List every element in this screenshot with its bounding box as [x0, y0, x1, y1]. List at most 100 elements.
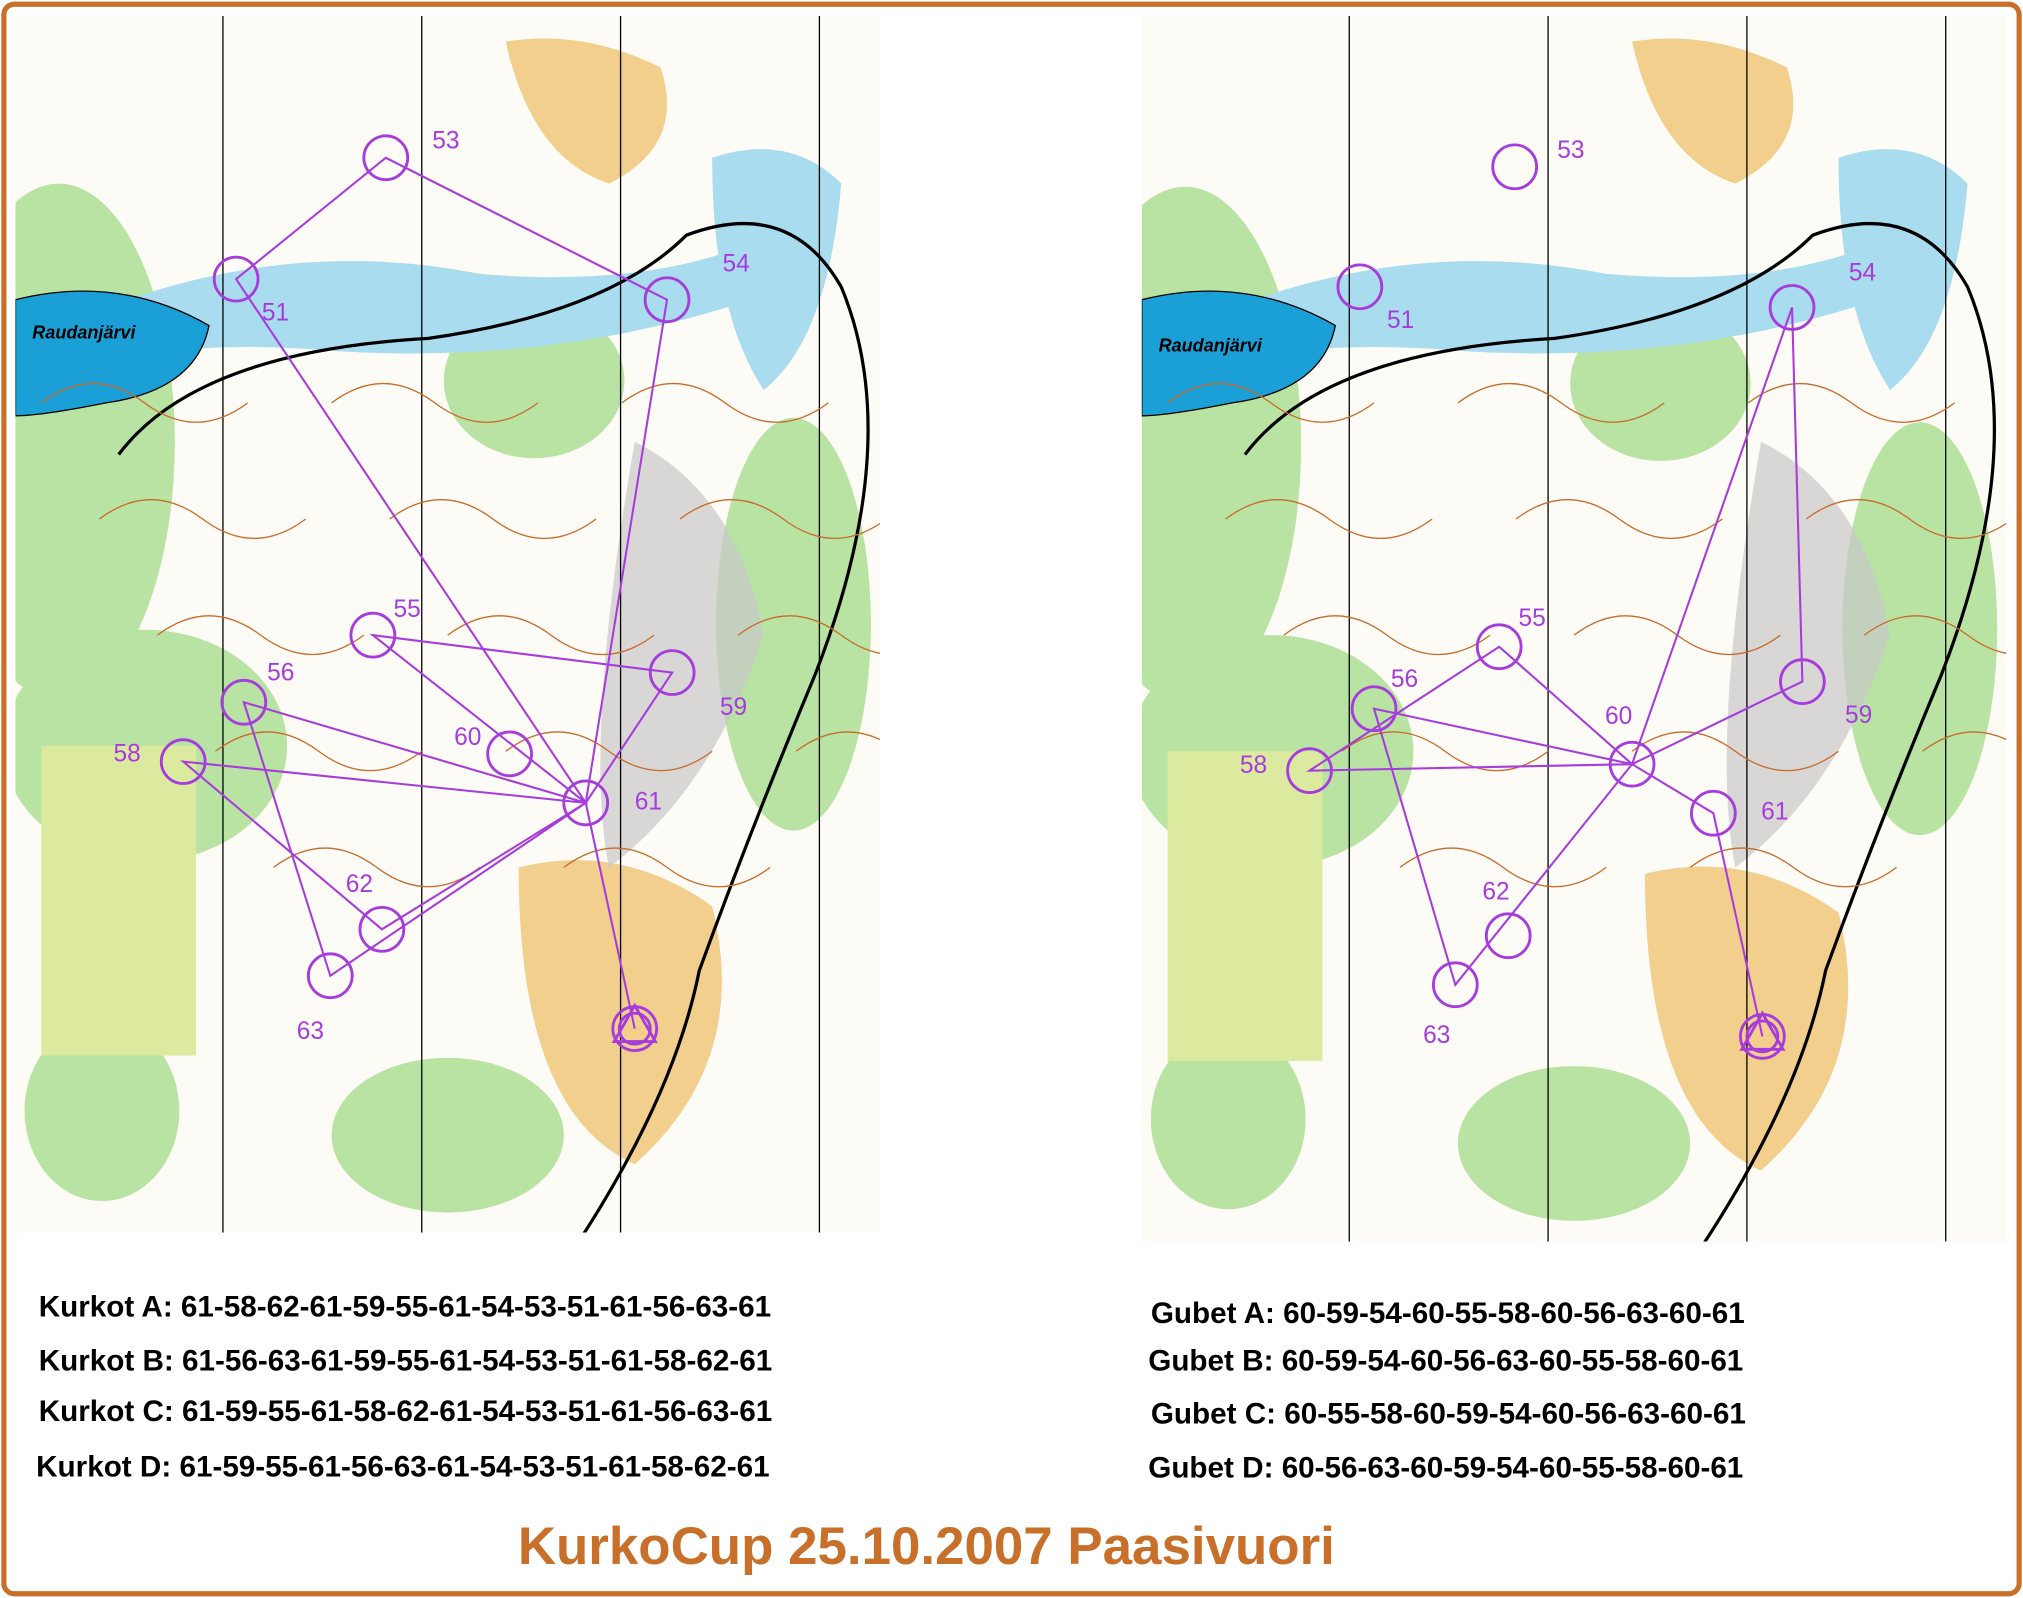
course-line: Gubet C: 60-55-58-60-59-54-60-56-63-60-6… [1151, 1397, 1746, 1430]
contour [679, 499, 880, 539]
hatched-forest [1167, 751, 1323, 1061]
contour [1631, 731, 1839, 772]
course-line: Gubet A: 60-59-54-60-55-58-60-56-63-60-6… [1151, 1297, 1745, 1330]
orienteering-map: Raudanjärvi 53 54 51 55 56 58 60 59 61 62 63 [15, 15, 880, 1233]
control-circle [1431, 961, 1479, 1009]
contour [331, 383, 539, 423]
marsh [712, 149, 842, 391]
start-triangle [611, 1002, 658, 1043]
control-code: 56 [267, 659, 294, 686]
contour [1167, 383, 1375, 423]
control-circle [562, 779, 610, 827]
course-line: Kurkot D: 61-59-55-61-56-63-61-54-53-51-… [36, 1450, 770, 1483]
course-leg [179, 156, 674, 1029]
contour [1399, 847, 1607, 888]
contour [1805, 499, 2007, 539]
terrain [1141, 15, 2007, 1242]
contour [447, 615, 655, 655]
control-code: 62 [1482, 879, 1509, 906]
course-line: Gubet D: 60-56-63-60-59-54-60-55-58-60-6… [1148, 1452, 1743, 1485]
title: KurkoCup 25.10.2007 Paasivuori [518, 1517, 1335, 1576]
control-code: 51 [1387, 307, 1414, 334]
terrain [15, 15, 880, 1233]
control-circle [159, 738, 207, 785]
forest [1150, 1028, 1306, 1210]
control-code: 61 [635, 788, 662, 815]
control-code: 53 [1557, 137, 1584, 164]
control-circle [1350, 685, 1398, 733]
contour [563, 847, 771, 888]
contour [215, 731, 423, 772]
finish [1745, 1019, 1780, 1054]
control-code: 61 [1761, 799, 1788, 826]
contour [1457, 383, 1665, 423]
course-line: Kurkot C: 61-59-55-61-58-62-61-54-53-51-… [39, 1395, 773, 1428]
control-code: 55 [394, 596, 421, 623]
control-circle [1336, 263, 1384, 311]
contour [795, 731, 880, 752]
contour [1921, 731, 2007, 752]
control-circle [349, 611, 397, 659]
contour [1515, 499, 1723, 539]
contour [273, 847, 481, 888]
marsh [1838, 149, 1968, 391]
contour [1225, 499, 1433, 539]
control-code: 58 [1240, 752, 1267, 779]
control-code: 54 [723, 250, 750, 277]
lake-water [15, 290, 210, 417]
control-code: 63 [1423, 1022, 1450, 1049]
course-line: Kurkot A: 61-58-62-61-59-55-61-54-53-51-… [39, 1290, 771, 1323]
rock [1726, 441, 1891, 868]
open-land [1632, 38, 1794, 184]
control-code: 60 [1605, 703, 1632, 730]
forest [1457, 1066, 1691, 1221]
contour [157, 615, 365, 655]
control-circle [1484, 912, 1532, 960]
open-land [505, 38, 668, 184]
control-circle [1608, 740, 1656, 788]
control-code: 53 [432, 128, 459, 155]
control-circle [362, 134, 410, 182]
control-circle [648, 649, 696, 696]
control-code: 59 [720, 694, 747, 721]
control-circle [220, 678, 268, 726]
forest [1842, 422, 1998, 836]
control-code: 59 [1845, 702, 1872, 729]
contour [1863, 615, 2007, 654]
contour [505, 731, 713, 772]
forest [331, 1057, 564, 1213]
control-code: 56 [1391, 666, 1418, 693]
hatched-forest [41, 745, 197, 1056]
control-circle [212, 255, 260, 303]
contour [737, 615, 880, 654]
forest [24, 1020, 180, 1202]
contour [389, 499, 597, 539]
control-circle [486, 730, 533, 778]
forest [716, 417, 871, 831]
control-circle [1690, 789, 1737, 837]
lake-water [1141, 290, 1337, 417]
control-code: 63 [297, 1018, 324, 1045]
control-circle [1779, 658, 1826, 705]
start-triangle [1739, 1010, 1786, 1051]
contour [1747, 383, 1956, 423]
control-code: 55 [1519, 605, 1546, 632]
control-code: 58 [114, 741, 141, 768]
road [1243, 222, 1996, 1242]
lake-label: Raudanjärvi [1159, 335, 1263, 355]
contour [40, 383, 249, 423]
course-list: Kurkot A: 61-58-62-61-59-55-61-54-53-51-… [36, 1290, 1746, 1576]
control-circle [306, 952, 354, 1000]
lake-label: Raudanjärvi [32, 322, 136, 342]
control-circle [1491, 143, 1539, 191]
control-circle [358, 905, 406, 953]
control-circle [1768, 284, 1816, 331]
course-leg [1305, 307, 1804, 1037]
control-circle [643, 276, 691, 324]
control-code: 51 [262, 299, 289, 326]
contour [1283, 615, 1491, 655]
finish [617, 1011, 652, 1046]
course-line: Kurkot B: 61-56-63-61-59-55-61-54-53-51-… [39, 1345, 773, 1378]
control-code: 60 [454, 724, 481, 751]
